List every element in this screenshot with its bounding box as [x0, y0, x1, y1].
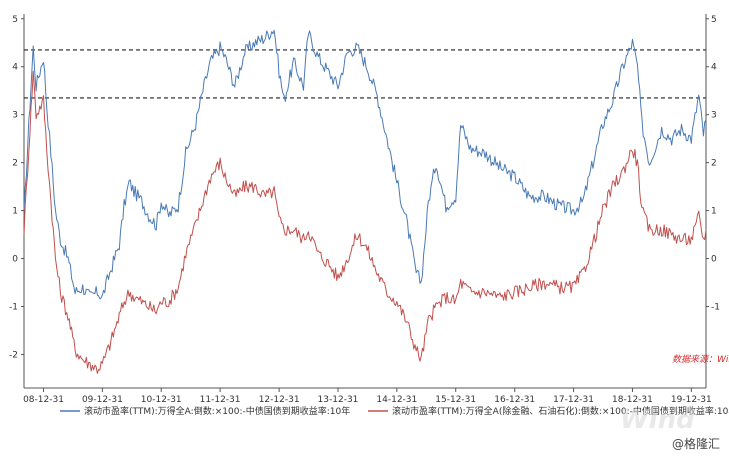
legend-label-1: 滚动市盈率(TTM):万得全A:倒数:×100:-中债国债到期收益率:10年 — [84, 405, 350, 417]
y-tick-label-right: 3 — [711, 111, 717, 121]
series-group — [23, 29, 707, 374]
source-note: 数据来源：Wind — [672, 354, 729, 365]
y-tick-label-left: -2 — [9, 350, 18, 360]
y-tick-label-right: 0 — [711, 255, 717, 265]
y-tick-label-left: 5 — [12, 15, 18, 25]
y-tick-label-right: 2 — [711, 159, 717, 169]
x-tick-label: 17-12-31 — [553, 395, 594, 405]
x-tick-label: 14-12-31 — [376, 395, 417, 405]
x-tick-label: 11-12-31 — [200, 395, 241, 405]
y-tick-label-left: 0 — [12, 255, 18, 265]
y-tick-label-right: -1 — [711, 302, 720, 312]
y-tick-label-right: 4 — [711, 63, 717, 73]
series-line-2 — [23, 70, 707, 374]
y-tick-label-left: 4 — [12, 63, 18, 73]
y-tick-label-right: 1 — [711, 207, 717, 217]
x-tick-label: 10-12-31 — [141, 395, 182, 405]
x-tick-label: 18-12-31 — [612, 395, 653, 405]
watermark: @格隆汇 — [672, 436, 720, 451]
reference-lines — [24, 49, 706, 99]
x-tick-label: 16-12-31 — [494, 395, 535, 405]
axes: -2 -1 0 1 2 3 4 5 -1 0 1 2 3 4 5 08-12-31 09-12-31 10-12-… — [9, 14, 720, 405]
y-tick-label-left: 3 — [12, 111, 18, 121]
legend: 滚动市盈率(TTM):万得全A:倒数:×100:-中债国债到期收益率:10年 滚动… — [60, 405, 729, 417]
y-tick-label-left: 2 — [12, 159, 18, 169]
x-tick-label: 12-12-31 — [259, 395, 300, 405]
x-tick-label: 19-12-31 — [671, 395, 712, 405]
y-tick-label-left: -1 — [9, 302, 18, 312]
x-tick-label: 15-12-31 — [435, 395, 476, 405]
x-tick-label: 13-12-31 — [318, 395, 359, 405]
wind-watermark: Wind — [620, 405, 695, 435]
y-tick-label-right: 5 — [711, 15, 717, 25]
x-tick-label: 09-12-31 — [82, 395, 123, 405]
legend-label-2: 滚动市盈率(TTM):万得全A(除金融、石油石化):倒数:×100:-中债国债到… — [392, 405, 729, 417]
x-tick-label: 08-12-31 — [23, 395, 64, 405]
series-line-1 — [23, 29, 707, 300]
y-tick-label-left: 1 — [12, 207, 18, 217]
